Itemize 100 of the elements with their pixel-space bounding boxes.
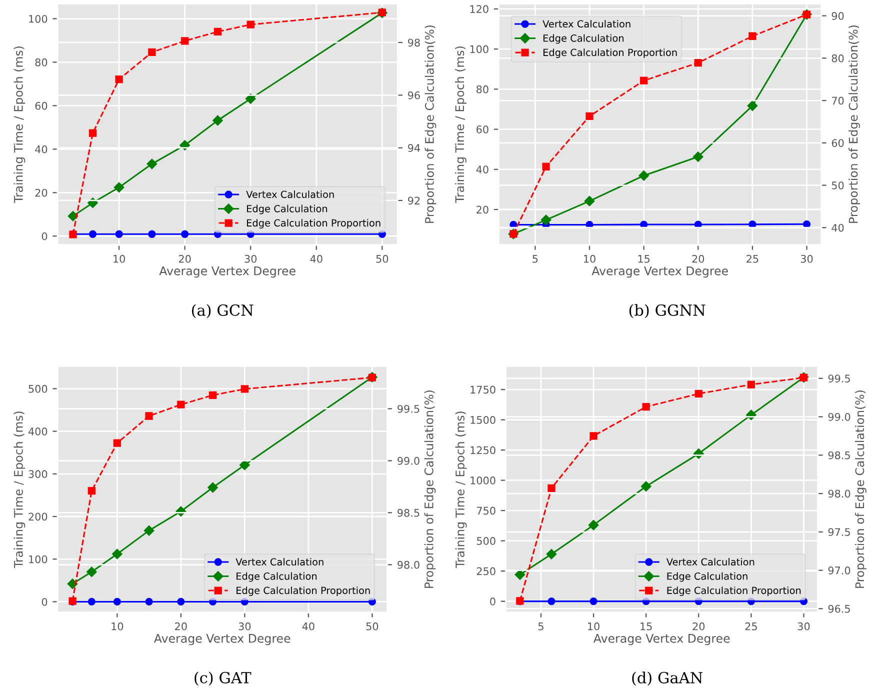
point [88, 129, 97, 137]
x-tick-label: 10 [588, 622, 600, 630]
point [114, 182, 124, 193]
x-tick-label: 20 [175, 622, 187, 630]
y2-tick-label: 99.5 [398, 404, 420, 413]
x-axis-title: Average Vertex Degree [592, 266, 728, 278]
y2-tick-label: 98.0 [398, 560, 420, 569]
point [748, 32, 756, 40]
y2-tick-label: 99.0 [828, 412, 850, 421]
point [640, 481, 652, 492]
y2-tick-label: 98.5 [398, 508, 420, 517]
y2-tick-label: 70 [832, 96, 844, 105]
point [181, 230, 189, 238]
point [693, 152, 704, 162]
y-tick-label: 80 [476, 85, 488, 94]
x-tick-label: 30 [244, 254, 257, 263]
point [588, 520, 599, 530]
point [802, 220, 811, 228]
y2-tick-label: 92 [408, 196, 420, 205]
y-axis-title: Training Time / Epoch (ms) [14, 412, 26, 568]
legend-label: Edge Calculation [247, 204, 328, 214]
point [638, 170, 649, 181]
x-tick-label: 50 [376, 254, 388, 263]
point [694, 390, 702, 398]
y2-tick-label: 60 [832, 139, 844, 147]
point [88, 487, 96, 495]
legend-label: Vertex Calculation [236, 558, 324, 566]
point [86, 566, 97, 578]
y-tick-label: 500 [28, 384, 48, 393]
point [748, 220, 756, 228]
point [240, 385, 248, 393]
y2-axis-title: Proportion of Edge Calculation(%) [848, 25, 860, 223]
point [115, 76, 123, 84]
x-axis-title: Average Vertex Degree [159, 266, 296, 278]
x-tick-label: 30 [238, 622, 251, 630]
y-tick-label: 400 [28, 428, 48, 436]
y-tick-label: 40 [35, 145, 48, 154]
y-tick-label: 0 [42, 598, 48, 606]
point [112, 548, 122, 560]
point [113, 439, 121, 447]
legend-label: Vertex Calculation [666, 558, 754, 566]
point [747, 100, 758, 111]
x-tick-label: 15 [640, 622, 652, 630]
y2-tick-label: 97.0 [828, 566, 850, 574]
y-tick-label: 60 [476, 125, 488, 134]
x-tick-label: 50 [366, 622, 378, 630]
y-tick-label: 300 [28, 470, 48, 478]
legend-label: Edge Calculation [236, 572, 317, 582]
y2-tick-label: 97.5 [828, 528, 850, 536]
y2-tick-label: 40 [832, 224, 844, 232]
point [548, 597, 556, 606]
y-tick-label: 0 [42, 232, 48, 240]
x-tick-label: 20 [178, 254, 191, 263]
y-tick-label: 1000 [470, 476, 496, 484]
y-tick-label: 1500 [470, 416, 496, 424]
point [246, 20, 254, 28]
x-tick-label: 40 [310, 254, 322, 263]
point [115, 230, 123, 238]
x-tick-label: 30 [800, 254, 813, 263]
point [208, 391, 217, 400]
y-axis-title: Training Time / Epoch (ms) [455, 412, 467, 568]
y2-axis-title: Proportion of Edge Calculation(%) [855, 390, 866, 588]
point [240, 460, 250, 470]
point [542, 162, 550, 170]
legend-label: Edge Calculation Proportion [247, 219, 380, 228]
y-tick-label: 1250 [470, 446, 496, 454]
legend-label: Edge Calculation [543, 34, 624, 44]
x-tick-label: 10 [114, 254, 125, 263]
point [208, 482, 218, 493]
y2-axis-title: Proportion of Edge Calculation(%) [424, 25, 436, 223]
point [694, 58, 702, 67]
y-tick-label: 40 [476, 166, 488, 174]
point [113, 598, 121, 606]
y2-tick-label: 99.5 [828, 374, 850, 382]
point [146, 158, 158, 170]
y-tick-label: 100 [29, 555, 48, 564]
point [590, 432, 598, 440]
x-tick-label: 15 [638, 255, 650, 263]
x-tick-label: 25 [745, 622, 757, 630]
y2-tick-label: 94 [408, 144, 420, 152]
x-axis-title: Average Vertex Degree [154, 634, 290, 646]
x-tick-label: 5 [538, 622, 544, 630]
point [177, 400, 185, 408]
y2-tick-label: 50 [832, 181, 844, 190]
y-tick-label: 0 [490, 598, 496, 606]
y-tick-label: 100 [470, 45, 488, 54]
y2-tick-label: 98.0 [828, 490, 850, 498]
legend-label: Edge Calculation Proportion [236, 586, 370, 596]
point [640, 220, 648, 228]
point [747, 380, 756, 388]
point [214, 28, 222, 36]
x-tick-label: 10 [112, 622, 124, 630]
legend-label: Vertex Calculation [542, 20, 630, 28]
point [181, 37, 189, 45]
point [144, 525, 154, 536]
text: (a) GCN [192, 304, 254, 318]
legend-label: Vertex Calculation [246, 190, 334, 198]
point [177, 598, 185, 606]
point [88, 230, 97, 238]
y2-tick-label: 98.5 [828, 451, 850, 460]
